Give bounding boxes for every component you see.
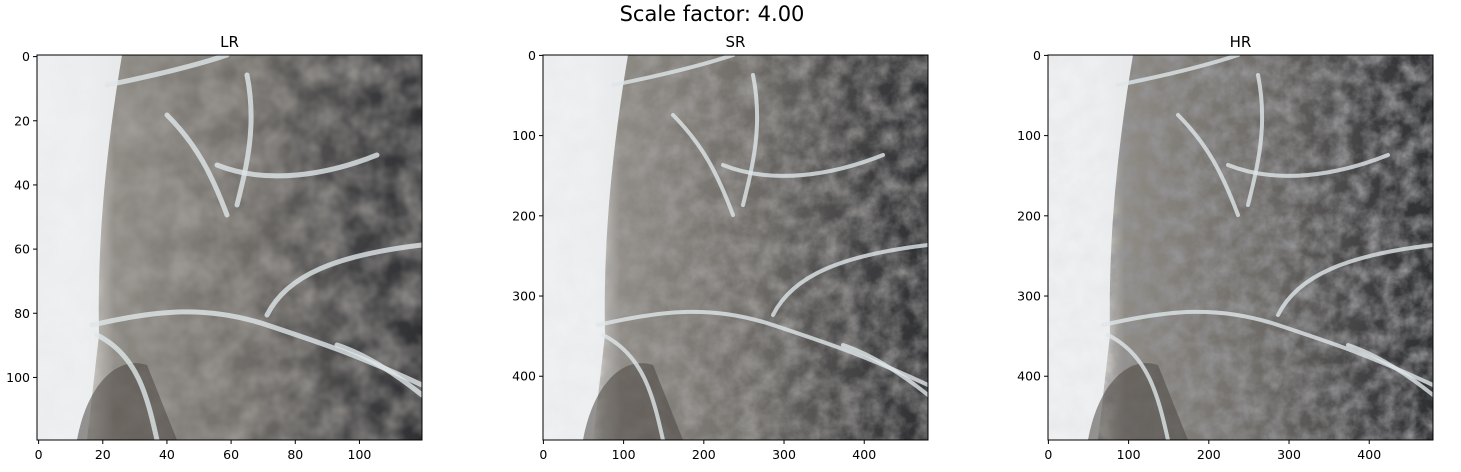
panel-sr: SR 0 100 200 300 400 0 100 200 300 400 xyxy=(512,33,929,462)
y-tick-label-hr: 0 xyxy=(1033,48,1041,63)
y-tick-label-hr: 400 xyxy=(1017,369,1041,384)
panel-title-hr: HR xyxy=(1230,33,1252,51)
y-tick-label-sr: 200 xyxy=(512,208,536,223)
x-tick-label-hr: 0 xyxy=(1044,447,1052,462)
x-tick-label-sr: 100 xyxy=(612,447,636,462)
x-tick-label-sr: 300 xyxy=(772,447,796,462)
x-tick-label-hr: 200 xyxy=(1197,447,1221,462)
satellite-image-lr xyxy=(37,55,422,440)
y-tick-label-sr: 100 xyxy=(512,128,536,143)
y-tick-label-sr: 0 xyxy=(528,48,536,63)
y-tick-label-lr: 60 xyxy=(14,242,30,257)
y-tick-label-sr: 400 xyxy=(512,369,536,384)
y-tick-label-hr: 300 xyxy=(1017,289,1041,304)
panel-title-lr: LR xyxy=(220,33,239,51)
x-tick-label-sr: 200 xyxy=(692,447,716,462)
x-tick-label-sr: 0 xyxy=(539,447,547,462)
x-tick-label-lr: 20 xyxy=(95,447,111,462)
y-tick-label-hr: 200 xyxy=(1017,208,1041,223)
y-tick-label-sr: 300 xyxy=(512,289,536,304)
y-tick-label-lr: 80 xyxy=(14,306,30,321)
y-tick-label-hr: 100 xyxy=(1017,128,1041,143)
y-tick-label-lr: 40 xyxy=(14,177,30,192)
x-tick-label-lr: 40 xyxy=(159,447,175,462)
figure-title: Scale factor: 4.00 xyxy=(620,2,805,26)
x-tick-label-lr: 0 xyxy=(35,447,43,462)
x-tick-label-hr: 400 xyxy=(1357,447,1381,462)
x-tick-label-lr: 80 xyxy=(287,447,303,462)
panel-title-sr: SR xyxy=(726,33,746,51)
y-tick-label-lr: 20 xyxy=(14,113,30,128)
axes-frame-hr xyxy=(1047,54,1434,441)
y-tick-label-lr: 100 xyxy=(6,370,30,385)
x-tick-label-lr: 60 xyxy=(223,447,239,462)
x-tick-label-hr: 100 xyxy=(1117,447,1141,462)
panel-hr: HR 0 100 200 300 400 0 100 200 300 400 xyxy=(1017,33,1434,462)
satellite-image-hr xyxy=(1048,55,1433,440)
x-tick-label-lr: 100 xyxy=(348,447,372,462)
y-tick-label-lr: 0 xyxy=(22,49,30,64)
satellite-image-sr xyxy=(543,55,928,440)
axes-frame-sr xyxy=(542,54,929,441)
panel-lr: LR 0 20 40 60 80 100 0 20 40 60 80 100 xyxy=(6,33,423,462)
axes-frame-lr xyxy=(36,54,423,441)
x-tick-label-sr: 400 xyxy=(852,447,876,462)
x-tick-label-hr: 300 xyxy=(1277,447,1301,462)
